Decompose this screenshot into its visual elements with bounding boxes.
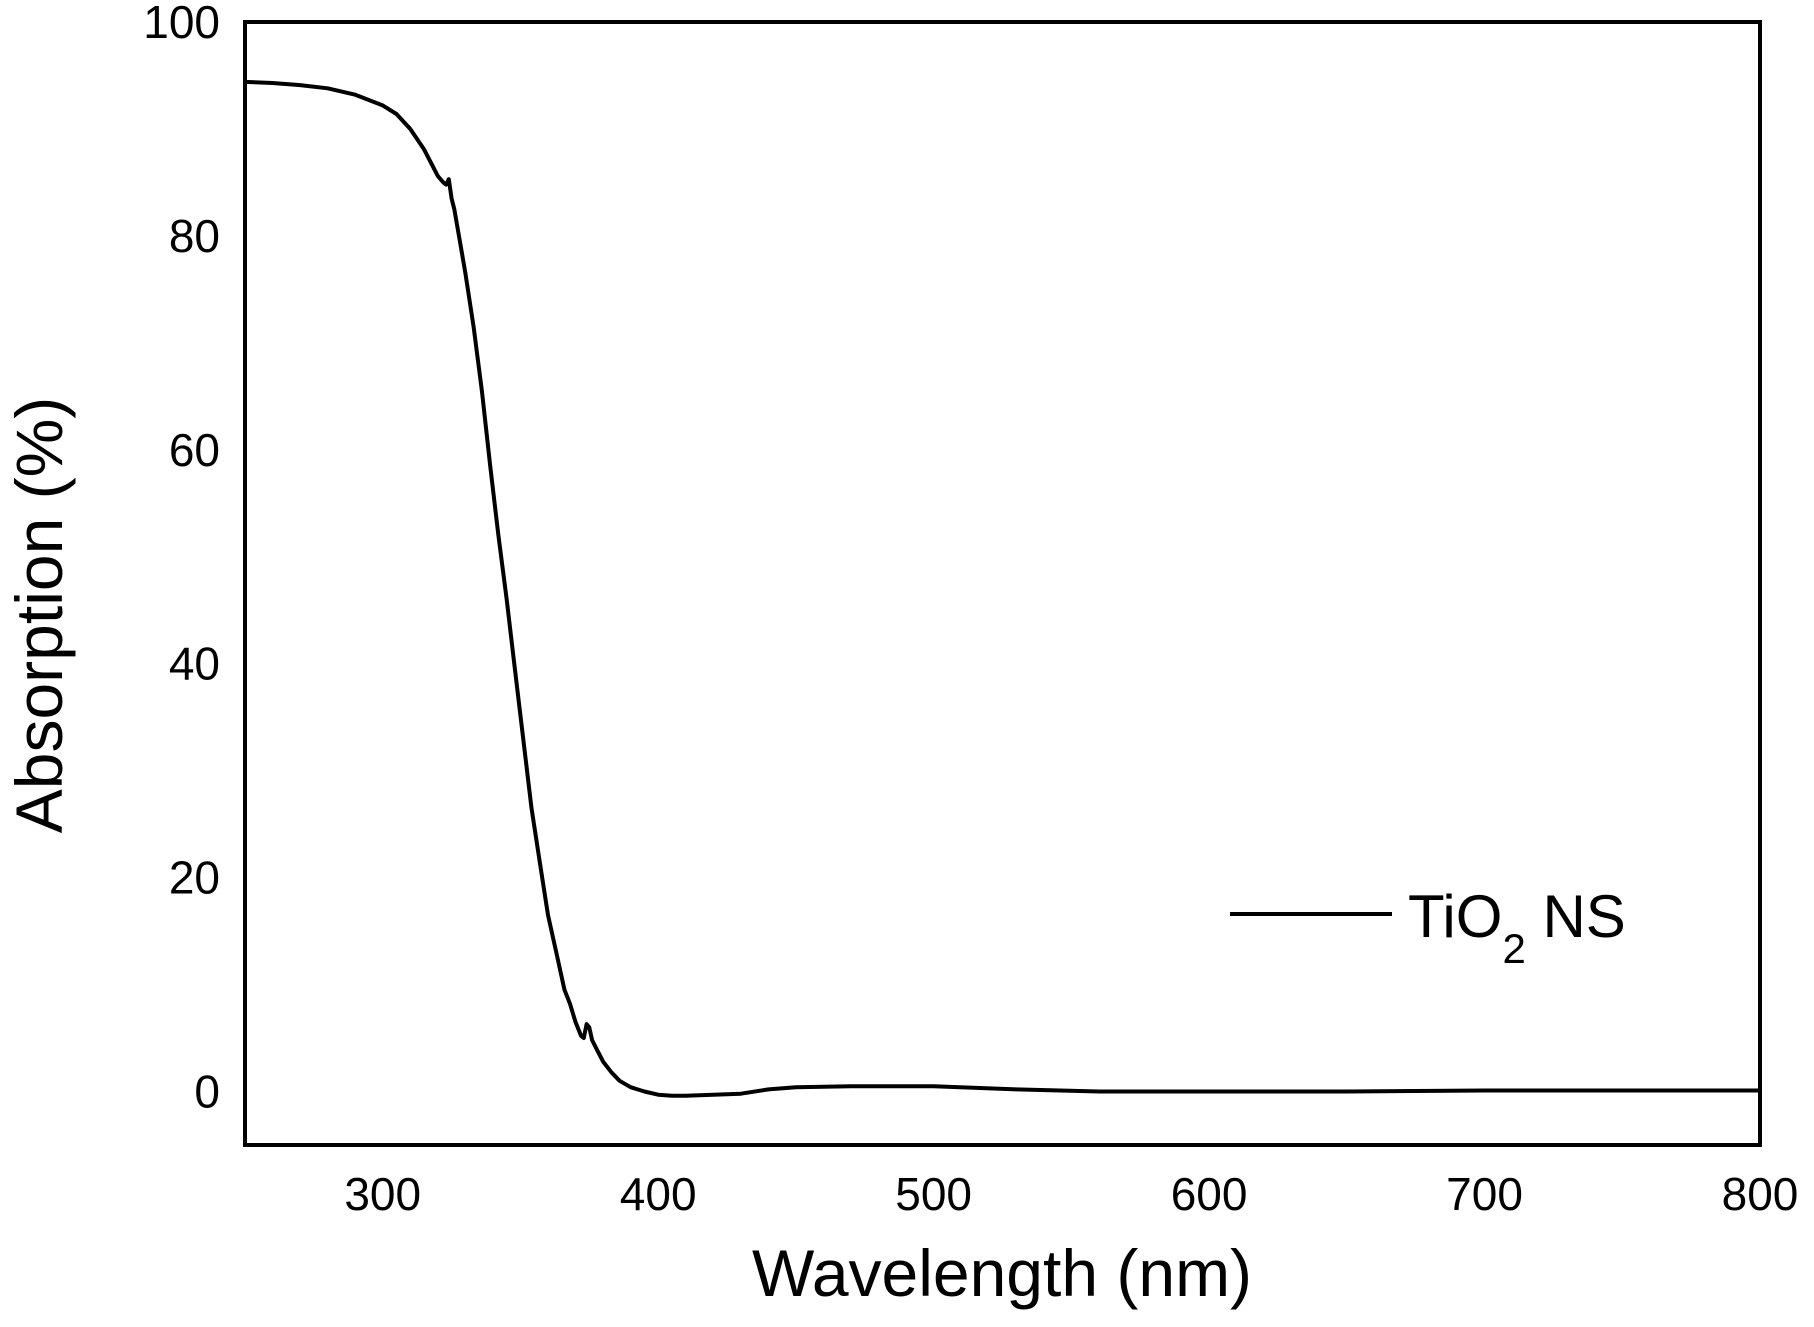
series-line-tio2-ns: [244, 79, 1760, 1098]
y-tick-label: 40: [169, 638, 220, 690]
x-tick-label: 300: [344, 1168, 421, 1220]
x-tick-label: 800: [1722, 1168, 1799, 1220]
x-axis: 300 400 500 600 700 800: [344, 1168, 1798, 1220]
plot-frame: [243, 20, 1762, 1147]
y-tick-label: 100: [143, 0, 220, 48]
legend-label: TiO2 NS: [1408, 883, 1626, 972]
x-tick-label: 500: [895, 1168, 972, 1220]
y-tick-label: 0: [194, 1066, 220, 1118]
x-tick-label: 700: [1446, 1168, 1523, 1220]
y-axis: 0 20 40 60 80 100: [143, 0, 220, 1118]
y-tick-label: 20: [169, 852, 220, 904]
x-axis-title: Wavelength (nm): [752, 1236, 1252, 1310]
legend: TiO2 NS: [1230, 883, 1626, 972]
x-tick-label: 400: [620, 1168, 697, 1220]
y-tick-label: 60: [169, 424, 220, 476]
y-axis-title: Absorption (%): [2, 397, 76, 834]
x-tick-label: 600: [1171, 1168, 1248, 1220]
y-tick-label: 80: [169, 210, 220, 262]
